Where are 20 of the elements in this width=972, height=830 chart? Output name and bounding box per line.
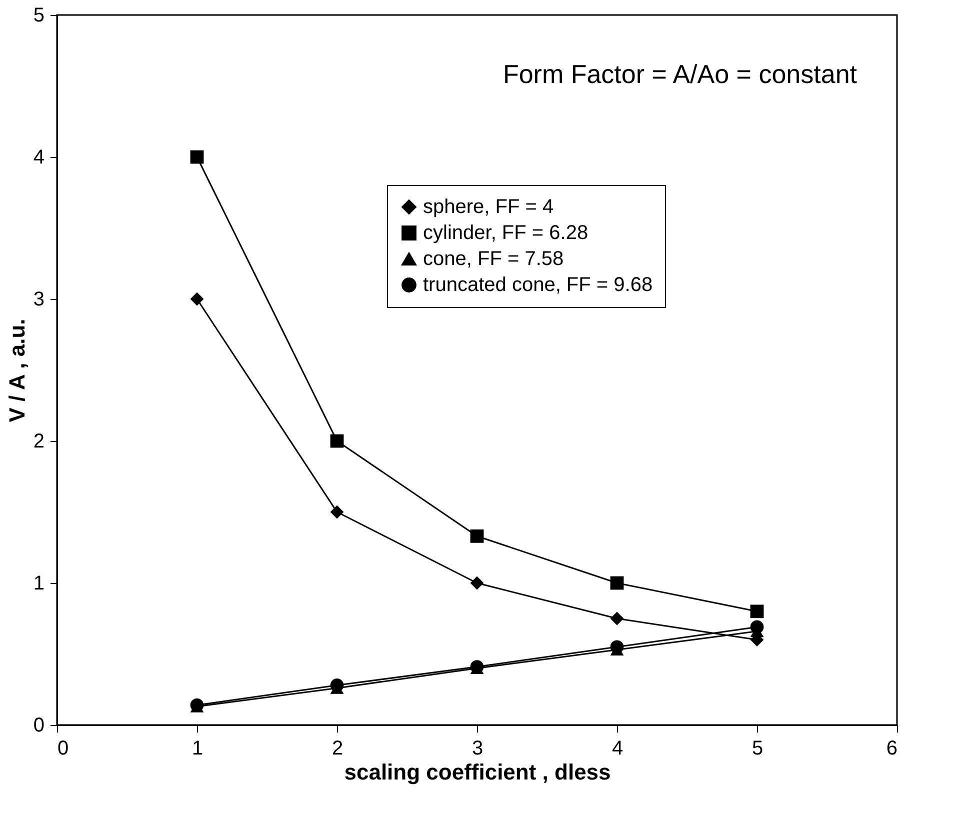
x-tick-label: 3 bbox=[472, 738, 484, 760]
y-tick-label: 3 bbox=[33, 288, 44, 310]
x-tick-label: 0 bbox=[58, 738, 69, 760]
x-tick-label: 6 bbox=[886, 738, 898, 760]
y-tick-label: 5 bbox=[33, 4, 44, 26]
y-axis-title: V / A , a.u. bbox=[4, 318, 30, 422]
annotation: Form Factor = A/Ao = constant bbox=[502, 59, 858, 89]
y-tick-label: 0 bbox=[33, 714, 44, 736]
x-tick-label: 2 bbox=[332, 738, 344, 760]
legend-label: cylinder, FF = 6.28 bbox=[423, 222, 588, 244]
y-tick-label: 1 bbox=[33, 572, 44, 594]
legend-label: truncated cone, FF = 9.68 bbox=[423, 274, 653, 296]
x-tick-label: 1 bbox=[192, 738, 204, 760]
y-tick-label: 2 bbox=[33, 430, 44, 452]
x-axis-title: scaling coefficient , dless bbox=[344, 760, 611, 784]
legend-label: cone, FF = 7.58 bbox=[423, 248, 564, 270]
x-tick-label: 5 bbox=[752, 738, 764, 760]
legend-label: sphere, FF = 4 bbox=[423, 196, 554, 218]
y-tick-label: 4 bbox=[33, 146, 44, 168]
x-tick-label: 4 bbox=[612, 738, 624, 760]
